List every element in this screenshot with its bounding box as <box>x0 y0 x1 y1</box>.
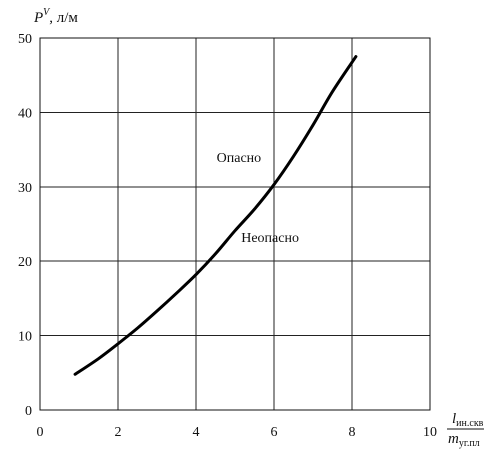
y-tick-label: 20 <box>18 255 32 270</box>
y-axis-label-main: P <box>33 10 43 26</box>
y-axis-label-unit: , л/м <box>49 10 78 26</box>
x-tick-label: 0 <box>37 425 44 440</box>
svg-text:PV, л/м: PV, л/м <box>33 7 78 26</box>
x-axis-label-denominator: m <box>448 431 459 447</box>
y-tick-label: 40 <box>18 106 32 121</box>
y-tick-label: 30 <box>18 181 32 196</box>
x-axis-label-numerator-sub: ин.скв <box>456 418 484 429</box>
x-tick-label: 2 <box>115 425 122 440</box>
x-tick-label: 4 <box>193 425 200 440</box>
y-axis-label: PV, л/м <box>33 7 78 26</box>
annotation-label: Неопасно <box>241 231 299 246</box>
x-tick-label: 10 <box>423 425 437 440</box>
grid <box>40 38 430 410</box>
plot-frame <box>39 37 431 411</box>
y-axis-label-superscript: V <box>43 7 51 18</box>
svg-text:mуг.пл: mуг.пл <box>448 431 480 449</box>
series-line <box>73 55 358 376</box>
x-tick-label: 8 <box>349 425 356 440</box>
x-axis-label-denominator-sub: уг.пл <box>459 438 480 449</box>
annotations: Опасно Неопасно <box>217 151 299 246</box>
annotation-label: Опасно <box>217 151 262 166</box>
tick-labels: 0 2 4 6 8 10 0 10 20 30 40 50 <box>18 32 437 440</box>
y-tick-label: 50 <box>18 32 32 47</box>
y-tick-label: 10 <box>18 330 32 345</box>
y-tick-label: 0 <box>25 404 32 419</box>
x-axis-label: lин.скв mуг.пл <box>447 411 484 449</box>
x-tick-label: 6 <box>271 425 278 440</box>
x-axis-label-numerator: l <box>452 411 456 427</box>
svg-text:lин.скв: lин.скв <box>452 411 484 429</box>
